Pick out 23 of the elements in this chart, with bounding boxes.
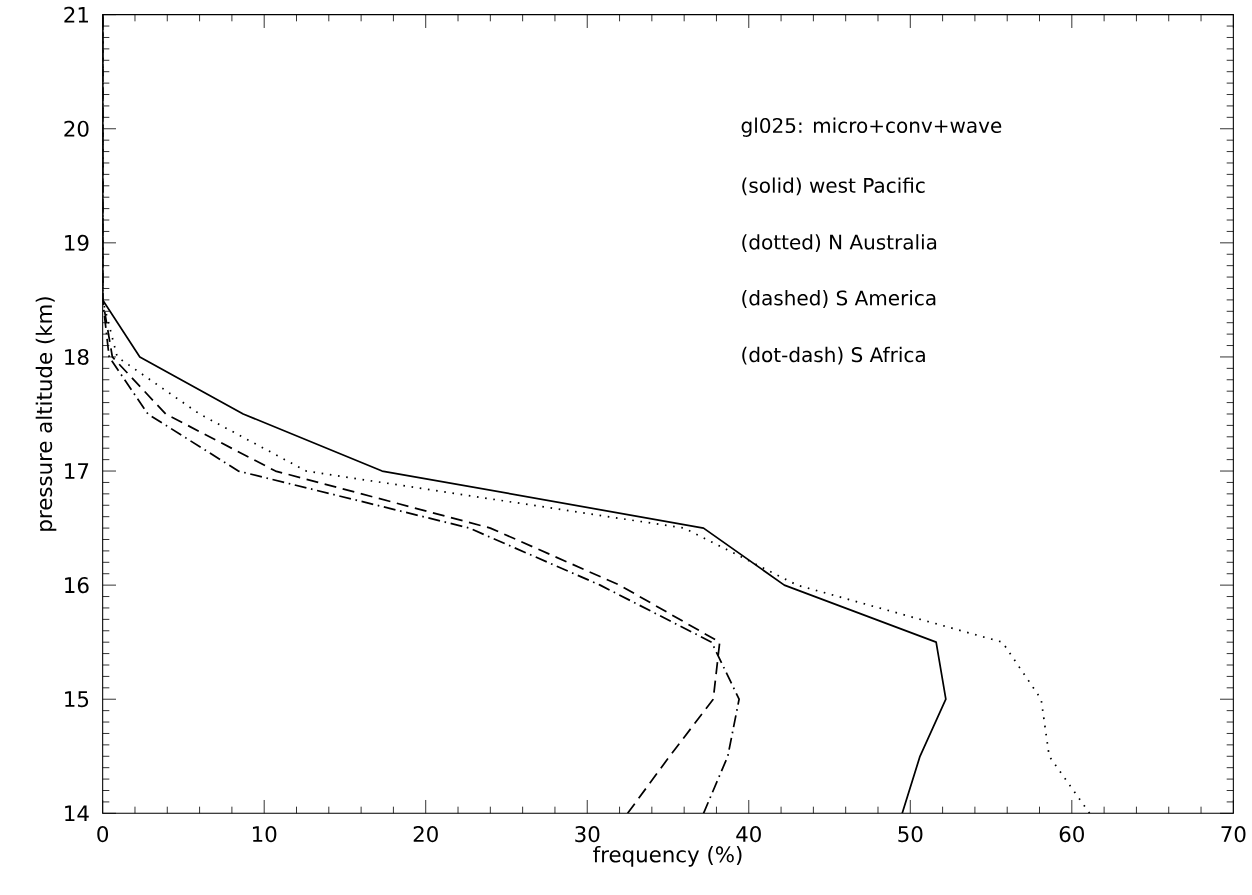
y-tick-label: 14 <box>65 805 89 822</box>
annotation: (solid) west Pacific <box>742 177 925 196</box>
y-tick-label: 19 <box>65 234 89 252</box>
x-tick-label: 30 <box>575 826 600 843</box>
y-axis-title: pressure altitude (km) <box>35 297 57 531</box>
y-tick-label: 20 <box>64 120 89 137</box>
x-tick-label: 20 <box>413 826 438 843</box>
x-tick-label: 60 <box>1059 826 1084 843</box>
y-tick-label: 21 <box>64 6 88 23</box>
x-tick-label: 0 <box>97 826 109 843</box>
y-tick-label: 18 <box>65 349 89 366</box>
x-tick-label: 50 <box>898 826 923 843</box>
x-tick-label: 10 <box>252 826 277 843</box>
x-tick-label: 70 <box>1221 826 1246 843</box>
y-tick-label: 17 <box>65 463 89 479</box>
annotation: (dotted) N Australia <box>742 234 937 253</box>
y-tick-label: 16 <box>65 577 89 594</box>
annotation: gl025: micro+conv+wave <box>741 117 1002 138</box>
x-axis-title: frequency (%) <box>593 846 742 867</box>
x-tick-label: 40 <box>736 826 761 843</box>
y-tick-label: 15 <box>65 691 89 708</box>
annotation: (dot-dash) S Africa <box>742 346 925 365</box>
annotation: (dashed) S America <box>742 290 936 309</box>
